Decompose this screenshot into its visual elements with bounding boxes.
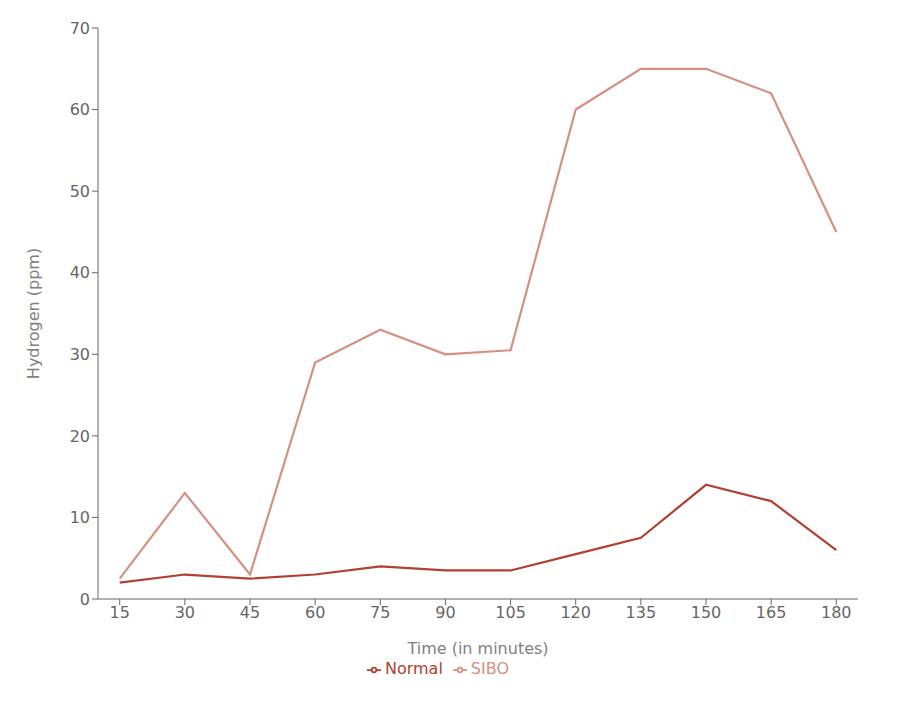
svg-text:120: 120: [560, 603, 591, 622]
svg-text:Time (in minutes): Time (in minutes): [406, 639, 548, 658]
svg-text:105: 105: [495, 603, 526, 622]
svg-text:Hydrogen (ppm): Hydrogen (ppm): [24, 248, 43, 379]
svg-text:30: 30: [70, 345, 90, 364]
svg-text:75: 75: [370, 603, 390, 622]
svg-text:30: 30: [175, 603, 195, 622]
svg-text:135: 135: [626, 603, 657, 622]
svg-text:15: 15: [110, 603, 130, 622]
svg-text:70: 70: [70, 19, 90, 38]
svg-text:180: 180: [821, 603, 852, 622]
svg-text:40: 40: [70, 263, 90, 282]
svg-text:45: 45: [240, 603, 260, 622]
svg-text:165: 165: [756, 603, 787, 622]
svg-text:0: 0: [80, 590, 90, 609]
svg-text:10: 10: [70, 508, 90, 527]
svg-text:90: 90: [435, 603, 455, 622]
svg-text:150: 150: [691, 603, 722, 622]
svg-text:20: 20: [70, 427, 90, 446]
html-text:SIBO: SIBO: [470, 659, 509, 678]
html-text:Normal: Normal: [385, 659, 443, 678]
svg-text:60: 60: [70, 100, 90, 119]
svg-text:50: 50: [70, 182, 90, 201]
svg-text:60: 60: [305, 603, 325, 622]
